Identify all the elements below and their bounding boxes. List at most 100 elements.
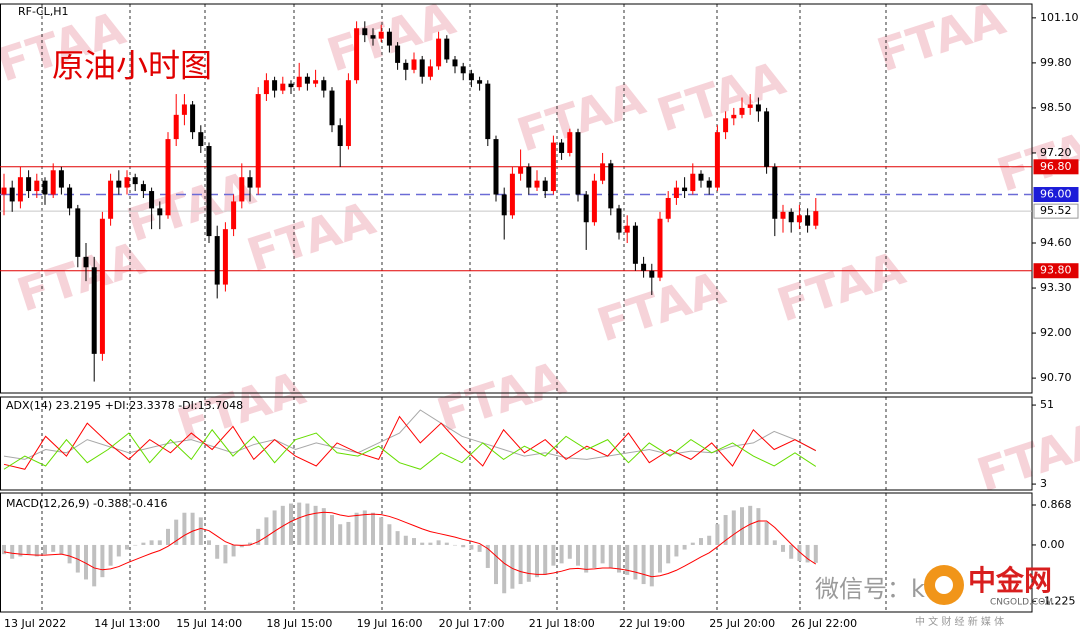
candle-body bbox=[272, 80, 278, 91]
candle-body bbox=[370, 35, 376, 39]
candle-body bbox=[436, 38, 442, 67]
candle-body bbox=[214, 236, 220, 285]
macd-bar bbox=[272, 510, 277, 545]
brand-watermark: 微信号：k 中金网 CNGOLD.COM 中 文 财 经 新 媒 体 bbox=[815, 564, 1053, 628]
candle-body bbox=[501, 194, 507, 216]
candle-body bbox=[140, 184, 146, 192]
macd-bar bbox=[67, 544, 72, 564]
candle-body bbox=[239, 177, 245, 202]
x-tick-label: 25 Jul 20:00 bbox=[709, 617, 775, 630]
candle-body bbox=[50, 170, 56, 195]
y-tick-label: 101.10 bbox=[1040, 11, 1079, 24]
macd-bar bbox=[813, 544, 818, 563]
y-tick-label: 94.60 bbox=[1040, 236, 1072, 249]
candle-body bbox=[222, 229, 228, 285]
candle-body bbox=[780, 211, 786, 219]
candle-body bbox=[542, 180, 548, 192]
candle-body bbox=[124, 177, 130, 188]
macd-bar bbox=[674, 544, 679, 557]
candle-body bbox=[714, 132, 720, 188]
candle-body bbox=[649, 270, 655, 278]
price-level-box bbox=[1033, 159, 1079, 175]
macd-bar bbox=[395, 531, 400, 545]
macd-bar bbox=[453, 544, 457, 546]
macd-bar bbox=[428, 542, 433, 545]
price-level-label: 95.52 bbox=[1040, 204, 1072, 217]
candle-body bbox=[813, 211, 819, 226]
candle-body bbox=[108, 180, 114, 219]
macd-bar bbox=[617, 544, 621, 573]
candle-body bbox=[509, 173, 515, 216]
indicator-line bbox=[3, 415, 817, 470]
candle-body bbox=[345, 80, 351, 147]
candle-body bbox=[723, 118, 729, 133]
candle-body bbox=[288, 83, 294, 88]
candle-body bbox=[337, 125, 343, 147]
macd-bar bbox=[18, 544, 23, 557]
candle-body bbox=[690, 173, 696, 192]
candle-body bbox=[1, 187, 7, 195]
macd-bar bbox=[699, 538, 703, 545]
macd-bar bbox=[157, 540, 162, 545]
macd-bar bbox=[34, 544, 39, 557]
candle-body bbox=[304, 76, 310, 84]
macd-bar bbox=[215, 544, 220, 559]
macd-bar bbox=[592, 544, 597, 568]
candle-body bbox=[67, 187, 73, 209]
candle-body bbox=[395, 45, 401, 63]
candle-body bbox=[321, 80, 327, 91]
candle-body bbox=[329, 90, 335, 126]
candle-body bbox=[386, 31, 392, 46]
candle-body bbox=[247, 177, 253, 188]
macd-bar bbox=[100, 544, 105, 578]
candle-body bbox=[796, 215, 802, 223]
macd-bar bbox=[231, 544, 236, 557]
y-tick-label: 3 bbox=[1040, 477, 1047, 490]
brand-site: CNGOLD.COM bbox=[990, 598, 1053, 608]
y-tick-label: 0.00 bbox=[1040, 538, 1065, 551]
macd-bar bbox=[518, 544, 523, 585]
candle-body bbox=[403, 62, 409, 70]
candle-body bbox=[9, 187, 15, 202]
brand-slogan: 中 文 财 经 新 媒 体 bbox=[915, 615, 1004, 628]
y-tick-label: 97.20 bbox=[1040, 146, 1072, 159]
x-tick-label: 19 Jul 16:00 bbox=[357, 617, 423, 630]
candle-body bbox=[755, 104, 761, 112]
macd-bar bbox=[772, 540, 777, 545]
candle-body bbox=[739, 107, 745, 115]
candle-body bbox=[26, 177, 32, 192]
candle-body bbox=[206, 146, 212, 237]
x-tick-label: 21 Jul 18:00 bbox=[529, 617, 595, 630]
candle-body bbox=[772, 166, 778, 219]
candle-body bbox=[181, 104, 187, 115]
x-tick-label: 13 Jul 2022 bbox=[4, 617, 66, 630]
macd-bar bbox=[764, 521, 769, 545]
macd-bar bbox=[559, 544, 564, 564]
candle-body bbox=[296, 76, 302, 88]
candle-body bbox=[313, 80, 319, 84]
macd-bar bbox=[781, 544, 785, 552]
candle-body bbox=[362, 28, 368, 36]
macd-bar bbox=[461, 544, 466, 548]
macd-bar bbox=[141, 542, 146, 545]
macd-bar bbox=[600, 544, 605, 564]
price-level-box bbox=[1033, 203, 1079, 219]
macd-bar bbox=[330, 515, 334, 545]
macd-bar bbox=[567, 544, 572, 559]
macd-bar bbox=[748, 505, 753, 545]
candle-body bbox=[731, 114, 737, 119]
y-tick-label: 92.00 bbox=[1040, 326, 1072, 339]
macd-bar bbox=[371, 512, 375, 545]
macd-bar bbox=[625, 544, 630, 575]
macd-bar bbox=[526, 544, 531, 582]
candle-body bbox=[411, 59, 417, 70]
candle-body bbox=[116, 180, 122, 188]
macd-bar bbox=[2, 544, 6, 555]
candle-body bbox=[706, 180, 712, 188]
candle-body bbox=[231, 201, 237, 230]
panel-frame bbox=[0, 3, 1033, 394]
macd-bar bbox=[682, 544, 687, 550]
signal-line bbox=[3, 511, 817, 578]
